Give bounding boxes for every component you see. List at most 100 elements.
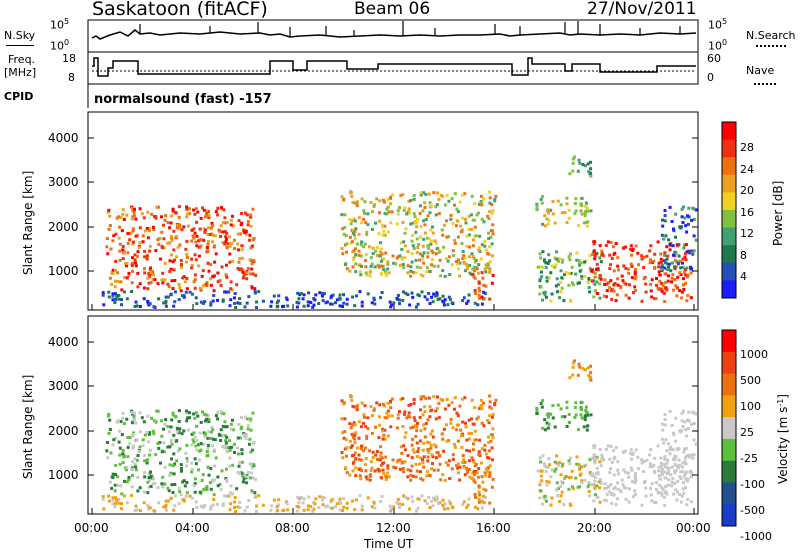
power-cell — [150, 212, 154, 216]
power-cell — [227, 290, 231, 294]
power-cell — [543, 224, 547, 228]
velocity-cell — [551, 416, 555, 420]
power-cell — [231, 288, 234, 292]
power-cell — [568, 298, 572, 302]
velocity-cell — [619, 490, 623, 494]
power-cell — [112, 234, 116, 238]
power-cell — [156, 282, 160, 286]
power-cell — [231, 259, 235, 263]
velocity-cell — [547, 422, 551, 426]
velocity-cell — [208, 481, 212, 485]
velocity-cell — [163, 422, 167, 426]
power-cell — [650, 295, 654, 299]
velocity-cell — [430, 499, 433, 503]
velocity-cell — [686, 418, 689, 422]
power-cell — [595, 292, 599, 295]
power-cell — [447, 295, 451, 299]
velocity-cell — [245, 481, 249, 485]
velocity-cell — [371, 414, 374, 417]
power-cbar-tick-20: 20 — [740, 184, 754, 197]
power-cell — [166, 295, 170, 299]
velocity-cell — [218, 433, 221, 437]
power-cell — [340, 195, 344, 199]
velocity-cell — [536, 469, 540, 473]
velocity-cell — [218, 483, 222, 486]
power-cell — [571, 283, 575, 287]
velocity-cell — [584, 408, 588, 412]
power-cell — [348, 269, 352, 273]
velocity-panel-frame — [87, 315, 699, 515]
power-cell — [686, 222, 690, 226]
power-cell — [371, 246, 375, 250]
power-cell — [415, 265, 419, 269]
velocity-cell — [681, 425, 685, 428]
velocity-cell — [113, 489, 117, 493]
power-cell — [477, 263, 481, 267]
power-cell — [459, 224, 463, 228]
velocity-cell — [485, 470, 489, 474]
power-cell — [411, 295, 415, 299]
power-cell — [453, 192, 457, 196]
velocity-cell — [408, 507, 412, 511]
velocity-cell — [656, 444, 660, 448]
power-cell — [233, 292, 237, 295]
power-cell — [486, 215, 490, 218]
velocity-cell — [207, 420, 211, 424]
power-cell — [541, 195, 544, 199]
power-cell — [209, 283, 213, 287]
velocity-cell — [194, 444, 198, 448]
velocity-cell — [297, 501, 301, 505]
velocity-cell — [484, 467, 488, 471]
power-cell — [229, 298, 233, 302]
velocity-cell — [569, 475, 573, 479]
velocity-cell — [471, 422, 475, 426]
velocity-cell — [211, 428, 215, 432]
power-cell — [152, 273, 156, 277]
power-cell — [164, 299, 168, 303]
velocity-cell — [365, 434, 369, 438]
power-cell — [627, 296, 631, 300]
power-cell — [604, 244, 608, 247]
power-cell — [434, 213, 438, 217]
power-cell — [138, 207, 142, 211]
power-cell — [674, 284, 678, 288]
velocity-cell — [480, 499, 484, 503]
power-ylabel: Slant Range [km] — [21, 171, 35, 275]
velocity-cell — [554, 467, 558, 471]
power-cell — [364, 253, 368, 256]
power-cell — [379, 259, 383, 263]
velocity-cell — [482, 487, 486, 491]
power-cell — [449, 213, 453, 217]
velocity-cell — [634, 448, 638, 452]
power-cell — [138, 305, 142, 308]
velocity-cell — [410, 464, 414, 468]
velocity-cell — [427, 396, 431, 400]
velocity-cell — [148, 448, 152, 452]
power-cell — [569, 271, 573, 275]
power-cell — [419, 193, 423, 197]
velocity-cell — [488, 400, 492, 404]
power-cell — [606, 240, 610, 244]
velocity-cell — [295, 504, 299, 508]
velocity-cell — [202, 488, 206, 492]
power-cell — [472, 265, 476, 269]
velocity-cell — [275, 509, 279, 513]
power-cell — [482, 283, 486, 287]
power-cell — [223, 216, 227, 220]
xaxis-label: Time UT — [363, 537, 414, 551]
velocity-cell — [663, 457, 667, 461]
power-cell — [377, 265, 381, 269]
velocity-cell — [490, 433, 494, 437]
power-cell — [375, 197, 379, 201]
nsearch-label: N.Search — [746, 29, 796, 42]
velocity-cell — [609, 444, 613, 448]
velocity-cell — [173, 462, 177, 466]
power-cell — [209, 263, 213, 267]
power-cell — [372, 298, 376, 302]
power-cell — [451, 222, 455, 226]
power-cell — [472, 238, 475, 242]
power-cell — [410, 239, 414, 243]
velocity-cell — [383, 437, 387, 441]
velocity-cell — [302, 497, 306, 501]
power-cell — [601, 252, 604, 256]
